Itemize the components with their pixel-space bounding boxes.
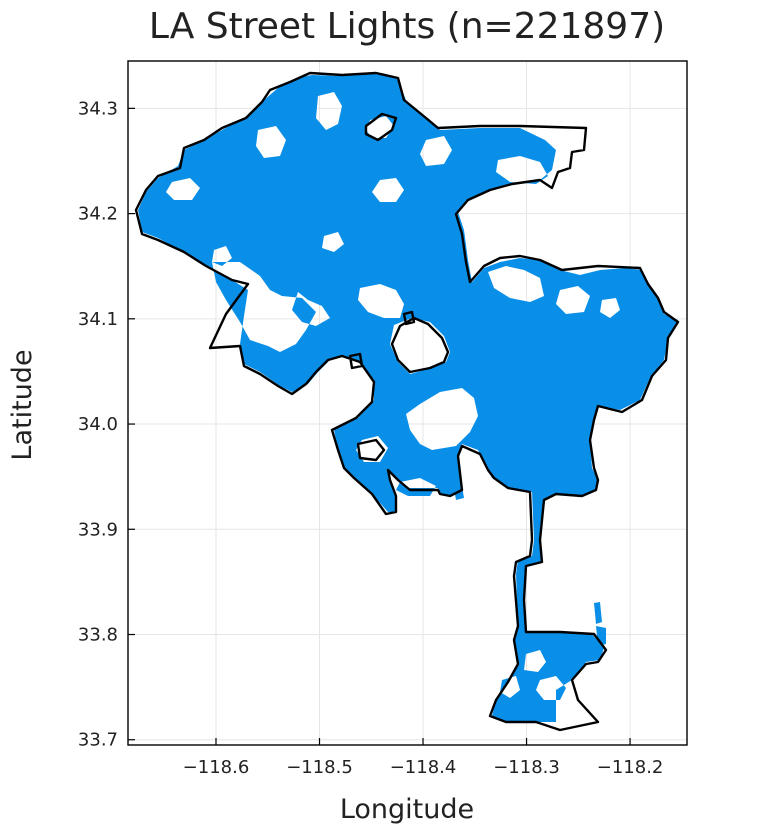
chart-title: LA Street Lights (n=221897): [149, 6, 665, 47]
y-tick-label: 33.8: [78, 625, 118, 646]
city-boundary: [134, 71, 680, 732]
axis-ticks: [128, 107, 631, 745]
x-tick-label: −118.3: [493, 757, 560, 778]
y-tick-label: 33.7: [78, 730, 118, 751]
y-axis-label: Latitude: [7, 349, 38, 460]
y-tick-label: 34.3: [78, 98, 118, 119]
y-axis-tick-labels: 33.7 33.8 33.9 34.0 34.1 34.2 34.3: [78, 98, 118, 750]
x-tick-label: −118.2: [597, 757, 664, 778]
y-tick-label: 34.1: [78, 309, 118, 330]
plot-area: [134, 71, 680, 732]
x-tick-label: −118.5: [286, 757, 353, 778]
y-tick-label: 34.2: [78, 204, 118, 225]
x-tick-label: −118.4: [390, 757, 457, 778]
x-axis-tick-labels: −118.6 −118.5 −118.4 −118.3 −118.2: [183, 757, 664, 778]
x-tick-label: −118.6: [183, 757, 250, 778]
y-tick-label: 34.0: [78, 414, 118, 435]
y-tick-label: 33.9: [78, 519, 118, 540]
plot-frame: [127, 60, 688, 746]
street-light-points: [138, 74, 678, 722]
x-axis-label: Longitude: [340, 794, 474, 825]
